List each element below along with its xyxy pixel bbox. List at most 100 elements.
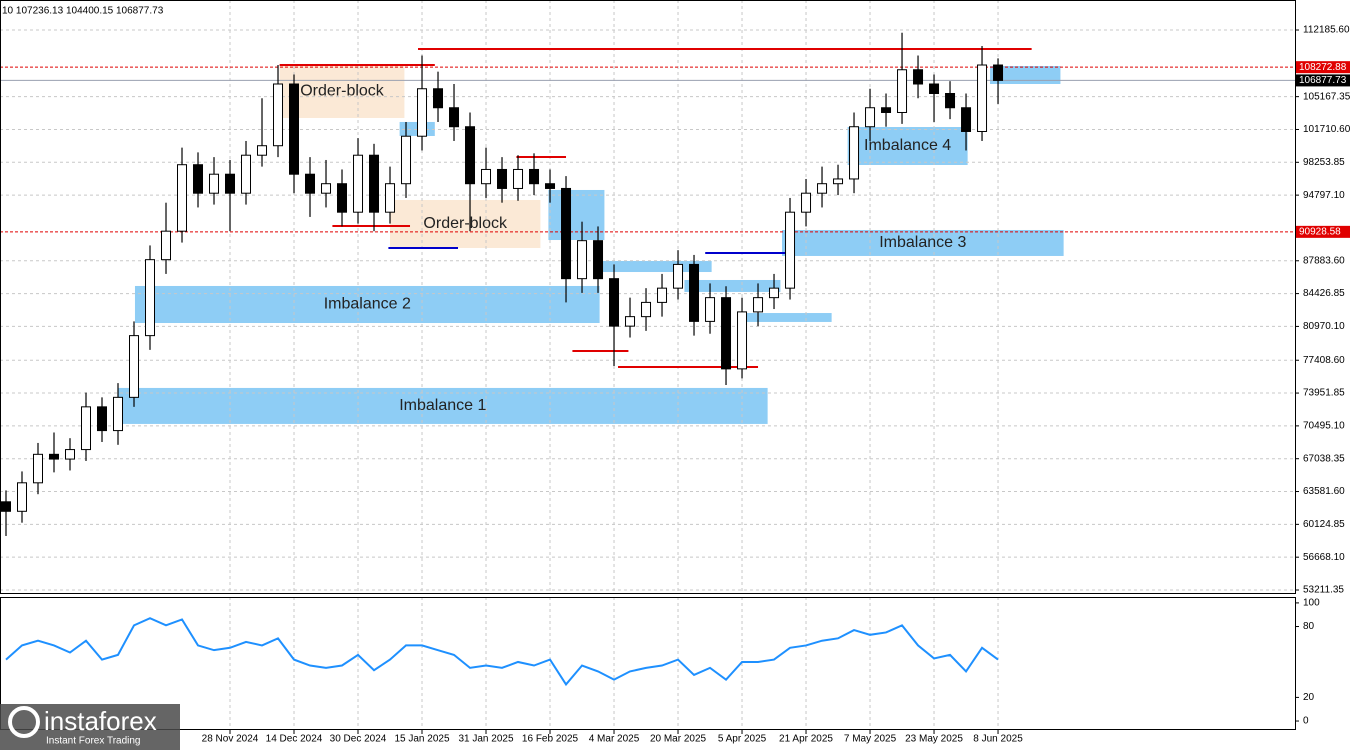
zone-label: Imbalance 1 [399, 397, 486, 414]
indicator-y-tick-label: 80 [1303, 621, 1315, 632]
x-tick-label: 7 May 2025 [844, 734, 897, 745]
price-label-bg [1296, 61, 1350, 74]
candle-body [209, 173, 220, 194]
candle-body [129, 335, 140, 398]
candle-body [353, 154, 364, 213]
candle-body [769, 287, 780, 299]
price-label: 108272.88 [1299, 62, 1347, 73]
x-tick-label: 4 Mar 2025 [589, 734, 640, 745]
candle-body [993, 64, 1004, 81]
y-tick-label: 63581.60 [1303, 486, 1345, 497]
x-tick-label: 31 Jan 2025 [458, 734, 513, 745]
y-tick-label: 87883.60 [1303, 255, 1345, 266]
zones [118, 65, 1064, 424]
candle-body [225, 173, 236, 194]
candle-body [801, 192, 812, 213]
y-tick-label: 77408.60 [1303, 355, 1345, 366]
candle-body [689, 263, 700, 322]
candle-body [145, 259, 156, 337]
candle-body [193, 164, 204, 194]
price-label-bg [1296, 225, 1350, 238]
candle-body [625, 316, 636, 327]
candle-body [641, 301, 652, 318]
zone [990, 66, 1061, 85]
zone [279, 65, 405, 118]
zone [684, 279, 781, 292]
y-tick-label: 98253.85 [1303, 157, 1345, 168]
zone [390, 199, 541, 248]
zone [134, 285, 600, 324]
candle-body [497, 168, 508, 189]
candle-body [17, 482, 28, 512]
candle-body [289, 83, 300, 175]
indicator-pane-frame [0, 597, 1296, 730]
y-tick-label: 56668.10 [1303, 552, 1345, 563]
candle-body [657, 287, 668, 303]
candle-body [177, 164, 188, 232]
candle-body [49, 453, 60, 460]
y-tick-label: 53211.35 [1303, 585, 1344, 596]
y-tick-label: 70495.10 [1303, 421, 1345, 432]
candle-body [529, 168, 540, 185]
y-tick-label: 73951.85 [1303, 388, 1345, 399]
candle-body [433, 88, 444, 109]
y-tick-label: 101710.60 [1303, 124, 1350, 135]
x-tick-label: 5 Apr 2025 [718, 734, 767, 745]
candle-body [705, 297, 716, 322]
candle-body [593, 240, 604, 280]
candle-body [401, 135, 412, 185]
indicator-y-tick-label: 0 [1303, 716, 1309, 727]
x-tick-label: 28 Nov 2024 [202, 734, 259, 745]
candle-body [465, 126, 476, 185]
candle-body [961, 107, 972, 132]
candle-body [385, 183, 396, 213]
candle-body [65, 449, 76, 460]
x-tick-label: 21 Apr 2025 [779, 734, 833, 745]
y-tick-label: 67038.35 [1303, 453, 1345, 464]
candle-body [929, 83, 940, 94]
zone-label: Order-block [300, 83, 385, 100]
zone-label: Order-block [423, 215, 508, 232]
zone [847, 127, 968, 165]
y-tick-label: 84426.85 [1303, 288, 1345, 299]
y-tick-label: 94797.10 [1303, 190, 1345, 201]
y-tick-label: 80970.10 [1303, 321, 1345, 332]
candle-body [785, 211, 796, 289]
candle-body [561, 187, 572, 280]
candle-body [97, 406, 108, 432]
candle-body [833, 178, 844, 185]
candle-body [881, 107, 892, 113]
x-tick-label: 20 Mar 2025 [650, 734, 707, 745]
candle-body [113, 396, 124, 432]
y-tick-label: 112185.60 [1303, 25, 1350, 36]
candle-body [305, 173, 316, 194]
candle-body [273, 83, 284, 147]
candle-body [545, 183, 556, 189]
candle-body [241, 154, 252, 194]
candle-body [257, 145, 268, 156]
zone [782, 229, 1064, 256]
candle-body [897, 69, 908, 113]
candle-body [673, 263, 684, 289]
indicator-y-tick-label: 20 [1303, 692, 1315, 703]
candle-body [721, 297, 732, 370]
candle-body [753, 297, 764, 313]
candle-body [33, 453, 44, 484]
watermark-brand: instaforex [44, 706, 157, 736]
candle-body [369, 154, 380, 213]
candle-body [817, 183, 828, 194]
x-tick-label: 15 Jan 2025 [394, 734, 449, 745]
watermark: instaforex Instant Forex Trading [0, 704, 180, 750]
candle-body [865, 107, 876, 128]
candle-body [161, 230, 172, 261]
plot: Order-block Order-block Imbalance 1 Imbalan… [0, 32, 1295, 536]
candle-body [1, 501, 12, 512]
watermark-tagline: Instant Forex Trading [46, 736, 141, 747]
x-tick-label: 16 Feb 2025 [522, 734, 579, 745]
zone-label: Imbalance 4 [864, 137, 951, 154]
price-label: 90928.58 [1299, 226, 1341, 237]
price-pane-frame [0, 0, 1296, 594]
zone-label: Imbalance 2 [324, 296, 411, 313]
zone [118, 387, 768, 424]
ohlc-header: 10 107236.13 104400.15 106877.73 [2, 6, 164, 17]
